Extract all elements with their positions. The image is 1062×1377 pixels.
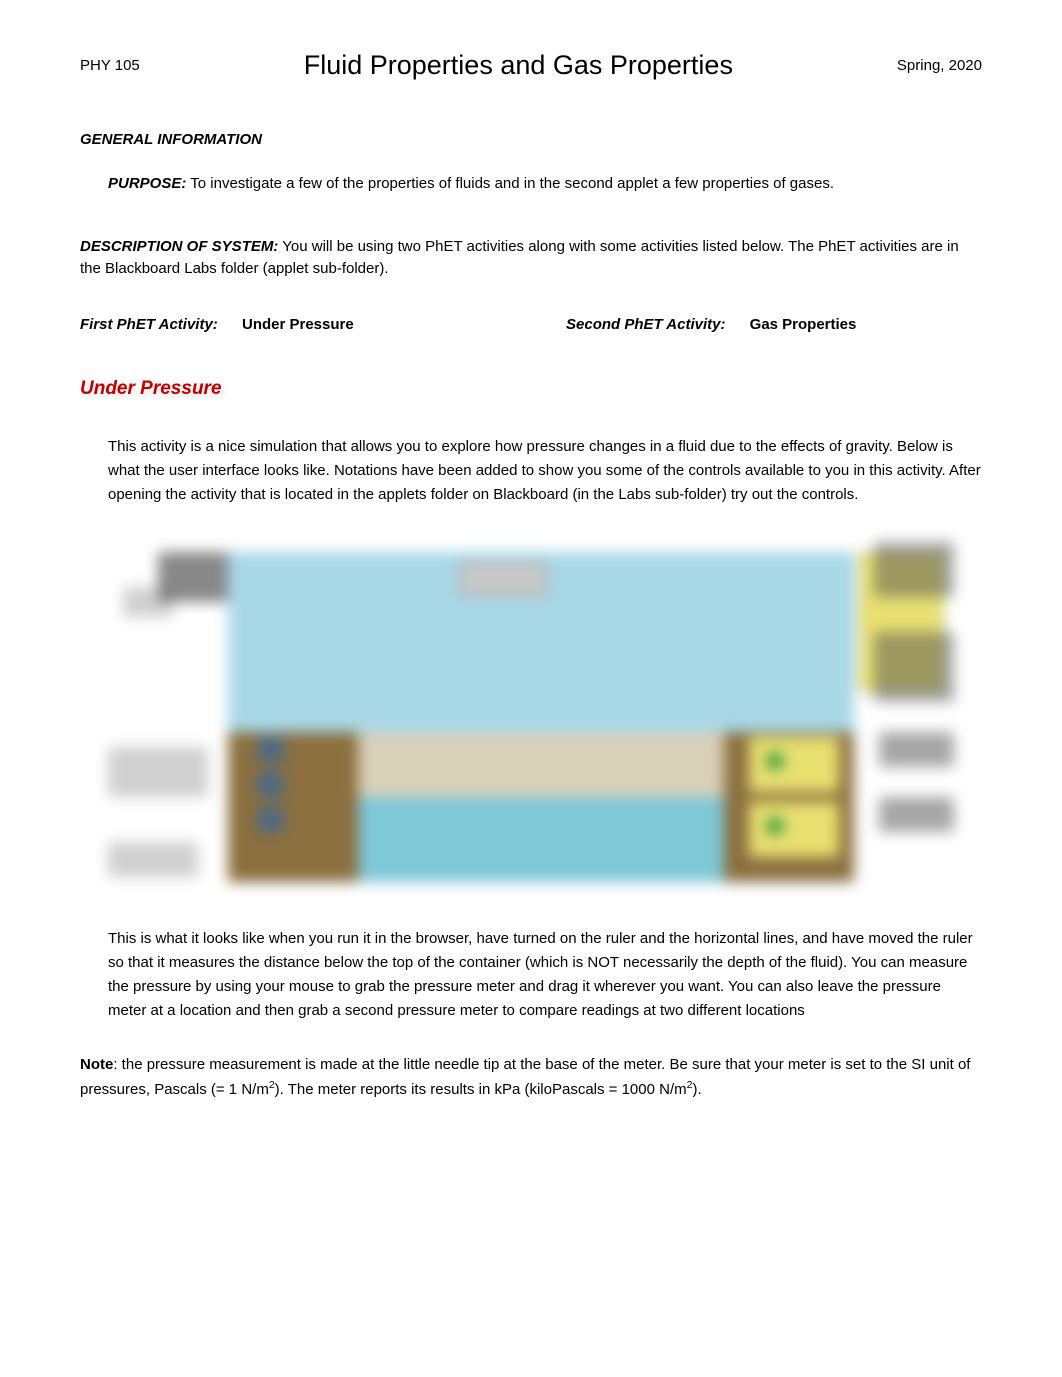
first-activity-name: Under Pressure xyxy=(242,316,354,333)
note-label: Note xyxy=(80,1056,113,1073)
activities-row: First PhET Activity: Under Pressure Seco… xyxy=(80,316,982,333)
second-activity: Second PhET Activity: Gas Properties xyxy=(496,316,982,333)
general-info-heading: GENERAL INFORMATION xyxy=(80,131,982,148)
intro-paragraph: This activity is a nice simulation that … xyxy=(108,435,982,507)
after-diagram-paragraph: This is what it looks like when you run … xyxy=(108,927,982,1023)
description-label: DESCRIPTION OF SYSTEM: xyxy=(80,238,278,255)
second-activity-label: Second PhET Activity: xyxy=(566,316,725,333)
course-code: PHY 105 xyxy=(80,57,140,74)
note-paragraph: Note: the pressure measurement is made a… xyxy=(80,1053,982,1102)
note-text-2: ). The meter reports its results in kPa … xyxy=(275,1081,687,1098)
second-activity-name: Gas Properties xyxy=(750,316,857,333)
note-text-3: ). xyxy=(692,1081,701,1098)
purpose-label: PURPOSE: xyxy=(108,175,186,192)
first-activity: First PhET Activity: Under Pressure xyxy=(80,316,496,333)
document-title: Fluid Properties and Gas Properties xyxy=(304,50,733,81)
purpose-text: To investigate a few of the properties o… xyxy=(186,175,834,192)
simulation-screenshot xyxy=(108,537,954,897)
under-pressure-heading: Under Pressure xyxy=(80,378,982,400)
description-block: DESCRIPTION OF SYSTEM: You will be using… xyxy=(80,236,982,281)
document-header: PHY 105 Fluid Properties and Gas Propert… xyxy=(80,50,982,81)
first-activity-label: First PhET Activity: xyxy=(80,316,218,333)
purpose-line: PURPOSE: To investigate a few of the pro… xyxy=(108,173,982,196)
term-label: Spring, 2020 xyxy=(897,57,982,74)
